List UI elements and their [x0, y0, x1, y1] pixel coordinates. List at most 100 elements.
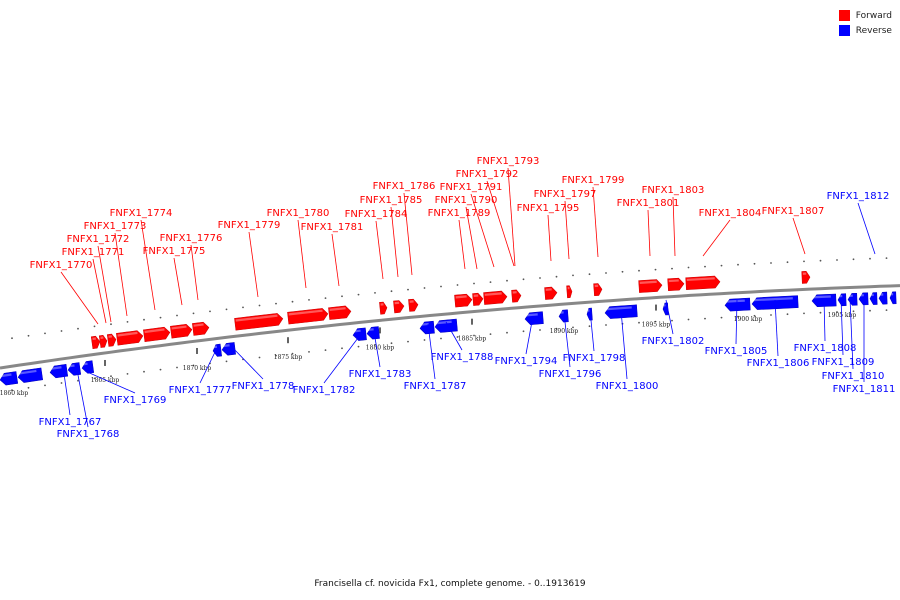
gene-label[interactable]: FNFX1_1781: [301, 222, 364, 233]
gene-label[interactable]: FNFX1_1803: [642, 185, 705, 196]
reverse-gene-arrow[interactable]: [352, 327, 367, 341]
label-leader-line: [470, 193, 495, 268]
gene-label[interactable]: FNFX1_1780: [267, 208, 330, 219]
reverse-gene-arrow[interactable]: [434, 318, 458, 333]
gene-label[interactable]: FNFX1_1801: [617, 198, 680, 209]
label-leader-line: [173, 257, 183, 306]
gene-label[interactable]: FNFX1_1783: [349, 369, 412, 380]
label-leader-line: [84, 370, 136, 394]
gene-label[interactable]: FNFX1_1809: [812, 357, 875, 368]
gene-label[interactable]: FNFX1_1777: [169, 385, 232, 396]
reverse-gene-arrow[interactable]: [724, 297, 751, 312]
forward-gene-arrow[interactable]: [328, 305, 352, 320]
gene-label[interactable]: FNFX1_1769: [104, 395, 167, 406]
forward-gene-arrow[interactable]: [192, 321, 210, 336]
forward-gene-arrow[interactable]: [287, 308, 329, 325]
reverse-gene-arrow[interactable]: [49, 363, 69, 379]
gene-label[interactable]: FNFX1_1776: [160, 233, 223, 244]
reverse-gene-arrow[interactable]: [81, 360, 95, 374]
forward-gene-arrow[interactable]: [116, 330, 144, 346]
gene-label[interactable]: FNFX1_1795: [517, 203, 580, 214]
gene-label[interactable]: FNFX1_1798: [563, 353, 626, 364]
forward-gene-arrow[interactable]: [593, 283, 603, 297]
gene-label[interactable]: FNFX1_1804: [699, 208, 762, 219]
gene-label[interactable]: FNFX1_1812: [827, 191, 890, 202]
forward-gene-arrow[interactable]: [234, 313, 284, 331]
gene-label[interactable]: FNFX1_1800: [596, 381, 659, 392]
gene-label[interactable]: FNFX1_1791: [440, 182, 503, 193]
gene-label[interactable]: FNFX1_1811: [833, 384, 896, 395]
gene-label[interactable]: FNFX1_1785: [360, 195, 423, 206]
forward-gene-arrow[interactable]: [170, 323, 193, 339]
reverse-gene-arrow[interactable]: [586, 307, 593, 321]
forward-gene-arrow[interactable]: [544, 286, 558, 300]
gene-label[interactable]: FNFX1_1805: [705, 346, 768, 357]
forward-gene-arrow[interactable]: [98, 334, 108, 348]
forward-gene-arrow[interactable]: [667, 277, 685, 292]
forward-gene-arrow[interactable]: [685, 275, 721, 290]
gene-label[interactable]: FNFX1_1808: [794, 343, 857, 354]
forward-gene-arrow[interactable]: [90, 335, 101, 349]
gene-label[interactable]: FNFX1_1807: [762, 206, 825, 217]
forward-gene-arrow[interactable]: [408, 298, 419, 312]
forward-gene-arrow[interactable]: [638, 279, 663, 293]
gene-label[interactable]: FNFX1_1779: [218, 220, 281, 231]
scale-dot: [341, 295, 343, 298]
gene-label[interactable]: FNFX1_1802: [642, 336, 705, 347]
label-leader-line: [589, 309, 595, 352]
forward-gene-arrow[interactable]: [379, 301, 388, 315]
gene-label[interactable]: FNFX1_1797: [534, 189, 597, 200]
forward-gene-arrow[interactable]: [511, 289, 522, 303]
reverse-gene-arrow[interactable]: [837, 293, 847, 307]
reverse-gene-arrow[interactable]: [524, 311, 544, 325]
gene-label[interactable]: FNFX1_1778: [232, 381, 295, 392]
forward-gene-arrow[interactable]: [106, 333, 117, 347]
gene-label[interactable]: FNFX1_1790: [435, 195, 498, 206]
scale-dot: [11, 337, 13, 340]
gene-label[interactable]: FNFX1_1772: [67, 234, 130, 245]
gene-label[interactable]: FNFX1_1792: [456, 169, 519, 180]
reverse-gene-arrow[interactable]: [847, 292, 858, 306]
gene-label[interactable]: FNFX1_1770: [30, 260, 93, 271]
reverse-gene-arrow[interactable]: [212, 343, 222, 357]
reverse-gene-arrow[interactable]: [0, 371, 19, 386]
gene-label[interactable]: FNFX1_1789: [428, 208, 491, 219]
gene-label[interactable]: FNFX1_1775: [143, 246, 206, 257]
reverse-gene-arrow[interactable]: [858, 292, 869, 306]
gene-label[interactable]: FNFX1_1784: [345, 209, 408, 220]
gene-label[interactable]: FNFX1_1788: [431, 352, 494, 363]
reverse-gene-arrow[interactable]: [558, 309, 569, 323]
forward-gene-arrow[interactable]: [483, 290, 508, 305]
gene-label[interactable]: FNFX1_1768: [57, 429, 120, 440]
forward-gene-arrow[interactable]: [801, 271, 811, 284]
gene-label[interactable]: FNFX1_1767: [39, 417, 102, 428]
forward-gene-arrow[interactable]: [566, 285, 573, 299]
gene-label[interactable]: FNFX1_1787: [404, 381, 467, 392]
gene-label[interactable]: FNFX1_1771: [62, 247, 125, 258]
gene-label[interactable]: FNFX1_1799: [562, 175, 625, 186]
reverse-gene-arrow[interactable]: [366, 326, 380, 340]
gene-label[interactable]: FNFX1_1810: [822, 371, 885, 382]
forward-gene-arrow[interactable]: [143, 326, 171, 343]
forward-gene-arrow[interactable]: [393, 300, 405, 314]
reverse-gene-arrow[interactable]: [889, 291, 897, 305]
gene-label[interactable]: FNFX1_1782: [293, 385, 356, 396]
gene-label[interactable]: FNFX1_1774: [110, 208, 173, 219]
reverse-gene-arrow[interactable]: [67, 362, 82, 377]
gene-label[interactable]: FNFX1_1806: [747, 358, 810, 369]
gene-label[interactable]: FNFX1_1796: [539, 369, 602, 380]
forward-gene-arrow[interactable]: [454, 293, 473, 308]
reverse-gene-arrow[interactable]: [419, 320, 435, 335]
label-leader-line: [140, 219, 156, 311]
gene-label[interactable]: FNFX1_1786: [373, 181, 436, 192]
gene-label[interactable]: FNFX1_1794: [495, 356, 558, 367]
reverse-gene-arrow[interactable]: [17, 367, 44, 383]
reverse-gene-arrow[interactable]: [869, 292, 878, 305]
reverse-gene-arrow[interactable]: [221, 342, 236, 356]
gene-label[interactable]: FNFX1_1793: [477, 156, 540, 167]
scale-dot: [357, 293, 360, 296]
reverse-gene-arrow[interactable]: [878, 291, 888, 305]
gene-label[interactable]: FNFX1_1773: [84, 221, 147, 232]
forward-gene-arrow[interactable]: [472, 292, 484, 306]
